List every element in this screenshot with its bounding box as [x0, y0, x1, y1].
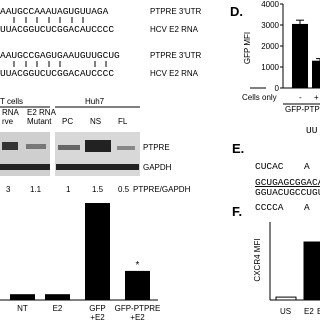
x-label: - — [299, 93, 302, 102]
seq: UUACGGUCUCGGACAUCCCC — [0, 68, 114, 79]
seq: A — [304, 161, 310, 172]
bar — [312, 60, 320, 88]
seq: AAUGCCAAAUAGUGUUAGA — [0, 6, 109, 17]
western-blot: T cells Huh7 RNA rve E2 RNA Mutant PC NS F… — [0, 97, 191, 194]
ratio: 1.5 — [92, 185, 104, 194]
ratio-label: PTPRE/GAPDH — [133, 185, 191, 194]
y-tick-label: 2000 — [261, 42, 279, 51]
bar — [125, 270, 150, 300]
panel-label: E. — [232, 141, 244, 156]
ratio: 1 — [66, 185, 71, 194]
panel-label: D. — [230, 4, 243, 19]
lane-label: FL — [118, 117, 128, 126]
x-label: E2 — [53, 304, 63, 313]
group-label: GFP-PTPRE — [285, 105, 320, 114]
ratio: 3 — [6, 185, 11, 194]
bar — [85, 203, 110, 300]
band — [26, 144, 46, 149]
bar — [292, 23, 308, 89]
x-label: E — [317, 307, 320, 316]
x-label: NT — [17, 304, 28, 313]
y-axis-label: GFP MFI — [243, 32, 252, 64]
x-label: GFP +E2 — [89, 304, 105, 320]
x-label: Cells only — [242, 93, 277, 102]
x-label: GFP-PTPRE +E2 — [115, 304, 161, 320]
band — [117, 146, 135, 150]
panel-label: F. — [232, 204, 242, 219]
group-label: Huh7 — [85, 97, 105, 106]
bar — [45, 294, 70, 300]
seq: CUCAC — [255, 161, 284, 172]
band-label: GAPDH — [143, 163, 172, 172]
seq: A — [304, 202, 310, 213]
pair-ticks — [13, 17, 84, 23]
seq: UU — [306, 125, 318, 136]
y-tick-label: 0 — [275, 84, 280, 93]
seq: GGUACUGCCUGUUCGUGUC — [255, 187, 320, 198]
band — [58, 145, 80, 150]
y-tick-label: 4000 — [261, 0, 279, 9]
pair-ticks — [13, 61, 107, 67]
seq: GCUGAGCGGACAAGUACAG — [255, 177, 320, 188]
significance: * — [136, 260, 140, 271]
bar — [303, 241, 320, 301]
group-label: T cells — [0, 97, 23, 106]
y-tick-label: 3000 — [261, 21, 279, 30]
seq-label: PTPRE 3'UTR — [150, 7, 202, 16]
seq: CCCCA — [255, 202, 284, 213]
seq-label: HCV E2 RNA — [150, 69, 199, 78]
band-label: PTPRE — [143, 143, 170, 152]
ratio: 1.1 — [30, 185, 42, 194]
x-label: US — [280, 307, 291, 316]
seq: UUACGGUCUCGGACAUCCCC — [0, 24, 114, 35]
seq: AAUGCCGAGUGAAUGUUGCUG — [0, 50, 120, 61]
band — [85, 140, 111, 152]
bar — [275, 296, 297, 301]
seq-label: HCV E2 RNA — [150, 25, 199, 34]
lane-label: RNA rve — [2, 108, 20, 126]
x-label: + — [314, 93, 319, 102]
lane-label: E2 RNA Mutant — [27, 108, 57, 126]
y-tick-label: 1000 — [261, 63, 279, 72]
lane-label: PC — [62, 117, 73, 126]
x-label: E2 — [304, 307, 314, 316]
y-axis-label: CXCR4 MFI — [253, 238, 262, 281]
band — [0, 164, 50, 170]
seq-label: PTPRE 3'UTR — [150, 51, 202, 60]
lane-label: NS — [90, 117, 101, 126]
band — [2, 142, 18, 150]
bar — [10, 294, 35, 300]
sequence-pairs: AAUGCCAAAUAGUGUUAGA PTPRE 3'UTR UUACGGUC… — [0, 6, 202, 79]
ratio: 0.5 — [118, 185, 130, 194]
band — [56, 164, 139, 170]
